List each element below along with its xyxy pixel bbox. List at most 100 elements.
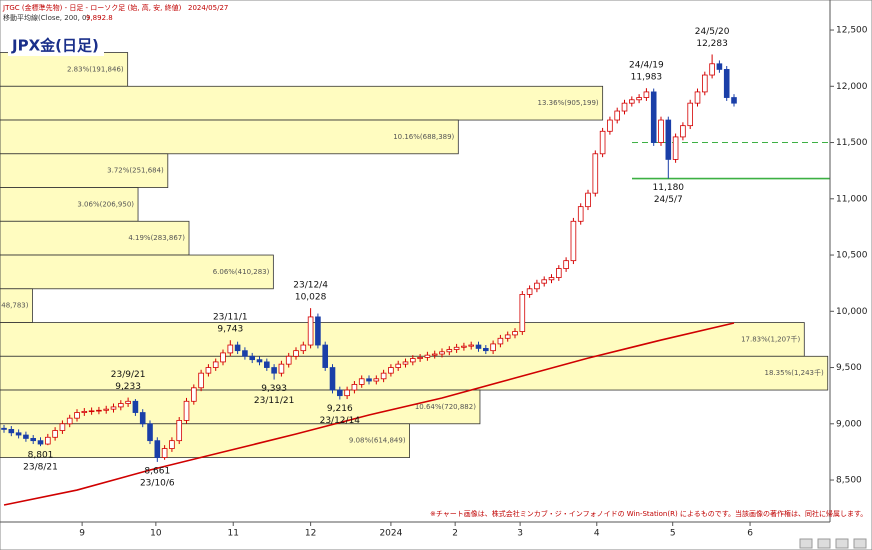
toolbar-icon[interactable] bbox=[835, 538, 849, 549]
candle-body bbox=[504, 334, 511, 339]
candle-body bbox=[198, 372, 204, 389]
y-tick-label: 12,000 bbox=[836, 82, 868, 92]
candle-body bbox=[358, 378, 365, 385]
candle-body bbox=[468, 344, 475, 347]
y-tick-label: 10,500 bbox=[836, 251, 868, 261]
candle-body bbox=[125, 400, 131, 404]
profile-label: 3.06%(206,950) bbox=[77, 200, 134, 208]
candle-body bbox=[212, 361, 219, 368]
annotation-date: 23/12/14 bbox=[320, 416, 361, 426]
candle-body bbox=[629, 99, 635, 104]
candle-body bbox=[307, 316, 314, 346]
candle-body bbox=[388, 367, 394, 374]
candle-body bbox=[220, 352, 226, 363]
candle-body bbox=[380, 372, 387, 380]
y-tick-label: 8,500 bbox=[836, 476, 862, 486]
candle-body bbox=[541, 279, 548, 284]
candle-body bbox=[687, 102, 694, 127]
candle-body bbox=[636, 97, 642, 101]
candle-body bbox=[183, 400, 190, 421]
candle-body bbox=[431, 353, 438, 356]
candle-body bbox=[643, 91, 650, 98]
candle-body bbox=[205, 367, 212, 374]
x-tick-label: 11 bbox=[228, 529, 239, 539]
candle-body bbox=[556, 268, 562, 278]
annotation-date: 24/4/19 bbox=[629, 61, 664, 71]
annotation-date: 23/8/21 bbox=[23, 463, 58, 473]
y-tick-label: 9,500 bbox=[836, 363, 862, 373]
candle-body bbox=[103, 408, 110, 411]
candle-body bbox=[395, 363, 402, 368]
plot: 24/5/20 12,283 24/4/19 11,983 11,180 24/5/7 23… bbox=[1, 27, 830, 506]
annotation-date: 23/11/21 bbox=[254, 396, 294, 406]
candle-body bbox=[74, 412, 80, 419]
y-tick-label: 10,000 bbox=[836, 307, 868, 317]
candle-body bbox=[694, 91, 701, 104]
candle-body bbox=[665, 119, 672, 160]
candle-body bbox=[672, 136, 679, 160]
annotation-price: 8,801 bbox=[28, 451, 54, 461]
candle-body bbox=[15, 432, 22, 436]
toolbar-icon[interactable] bbox=[817, 538, 831, 549]
candle-body bbox=[592, 153, 599, 194]
moving-average bbox=[3, 322, 735, 506]
candle-body bbox=[161, 448, 168, 458]
annotation-price: 11,983 bbox=[631, 73, 663, 83]
candle-body bbox=[154, 440, 161, 458]
candle-body bbox=[278, 363, 285, 374]
profile-bar bbox=[0, 423, 410, 458]
x-tick-label: 12 bbox=[305, 529, 316, 539]
candle-body bbox=[285, 355, 292, 365]
candle-body bbox=[169, 440, 175, 449]
annotation-date: 24/5/20 bbox=[695, 27, 730, 37]
candle-body bbox=[88, 410, 95, 413]
candle-body bbox=[300, 344, 307, 352]
x-tick-label: 3 bbox=[517, 529, 523, 539]
candle-body bbox=[30, 438, 37, 442]
title-bg bbox=[8, 36, 104, 56]
candle-body bbox=[337, 389, 343, 397]
volume-profile: 2.83%(191,846) 13.36%(905,199) 10.16%(688,… bbox=[0, 52, 829, 458]
candle-body bbox=[81, 411, 88, 413]
profile-label: 6.06%(410,283) bbox=[213, 268, 270, 276]
candle-body bbox=[650, 91, 657, 143]
candle-body bbox=[563, 260, 569, 269]
annotation-date: 23/11/1 bbox=[213, 313, 248, 323]
candle-body bbox=[66, 417, 73, 425]
candle-body bbox=[723, 69, 730, 98]
x-tick-label: 10 bbox=[150, 529, 162, 539]
annotation-date: 23/9/21 bbox=[111, 370, 146, 380]
y-tick-label: 12,500 bbox=[836, 26, 868, 36]
candle-body bbox=[1, 427, 7, 430]
candle-body bbox=[483, 348, 489, 352]
candle-body bbox=[139, 412, 146, 425]
candle-body bbox=[315, 316, 321, 346]
candle-body bbox=[176, 420, 183, 442]
profile-label: 3.72%(251,684) bbox=[107, 167, 164, 175]
toolbar bbox=[799, 538, 867, 549]
candle-body bbox=[417, 357, 423, 359]
candle-body bbox=[716, 63, 723, 70]
x-tick-label: 2 bbox=[452, 529, 458, 539]
candle-body bbox=[577, 206, 584, 222]
candle-body bbox=[249, 355, 256, 361]
x-tick-label: 6 bbox=[747, 529, 753, 539]
candle-body bbox=[322, 344, 329, 368]
candle-body bbox=[110, 406, 117, 410]
annotation-price: 9,216 bbox=[327, 404, 353, 414]
toolbar-icon[interactable] bbox=[799, 538, 813, 549]
candle-body bbox=[621, 102, 628, 112]
candle-body bbox=[512, 331, 518, 336]
candle-body bbox=[680, 125, 686, 138]
y-tick-label: 11,000 bbox=[836, 194, 868, 204]
candle-body bbox=[227, 344, 234, 354]
profile-label: 10.64%(720,882) bbox=[415, 403, 476, 411]
profile-bar bbox=[0, 288, 33, 323]
candle-body bbox=[585, 192, 591, 208]
profile-bar bbox=[0, 85, 604, 121]
profile-label: 9.08%(614,849) bbox=[349, 437, 406, 445]
candle-body bbox=[8, 429, 15, 434]
toolbar-icon[interactable] bbox=[853, 538, 867, 549]
annotation-price: 9,393 bbox=[261, 384, 287, 394]
